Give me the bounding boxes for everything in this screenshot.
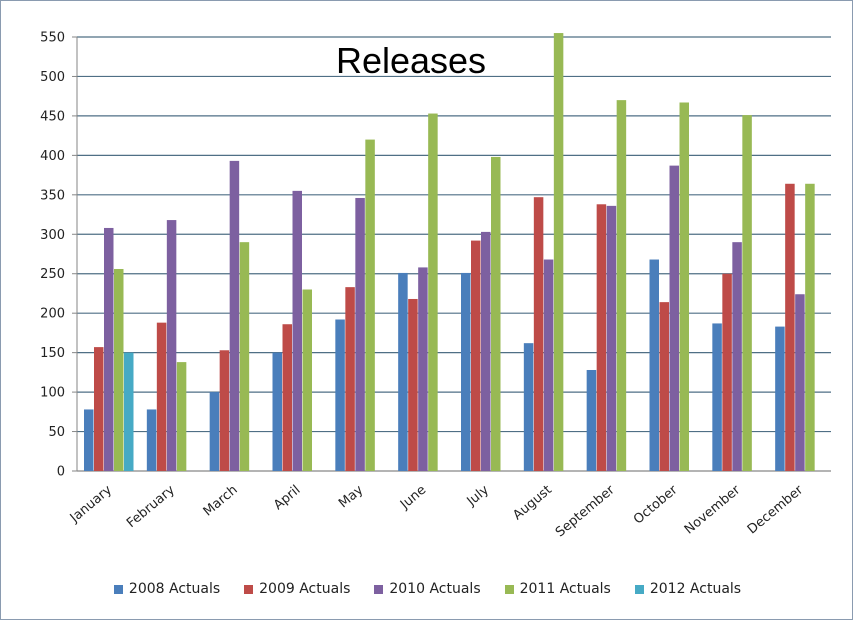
bar-2011-actuals-february [176, 362, 187, 471]
legend-label: 2010 Actuals [389, 581, 481, 597]
bar-2010-actuals-november [732, 242, 742, 471]
bar-2009-actuals-april [282, 324, 292, 471]
y-tick-label: 200 [40, 307, 65, 322]
legend-item: 2011 Actuals [504, 581, 611, 597]
bar-2008-actuals-september [586, 369, 597, 471]
y-tick-label: 250 [40, 267, 65, 282]
y-tick-label: 300 [40, 228, 65, 243]
bar-2010-actuals-september [606, 205, 617, 471]
legend-item: 2009 Actuals [244, 581, 350, 597]
bar-2008-actuals-august [523, 343, 534, 471]
bar-2008-actuals-may [335, 319, 345, 471]
gridlines [72, 36, 831, 472]
bar-2009-actuals-december [785, 183, 795, 471]
bar-2009-actuals-july [471, 240, 481, 471]
x-tick-label: December [745, 482, 807, 537]
bar-2009-actuals-november [722, 273, 732, 471]
bar-2010-actuals-december [795, 294, 805, 471]
legend: 2008 Actuals 2009 Actuals 2010 Actuals 2011… [1, 581, 854, 597]
bar-2010-actuals-august [543, 259, 554, 471]
x-tick-label: April [271, 483, 303, 514]
bar-2012-actuals-january [124, 352, 134, 471]
bar-2009-actuals-october [659, 302, 669, 471]
bar-2009-actuals-june [408, 298, 418, 471]
bar-2011-actuals-april [302, 289, 312, 471]
bar-2009-actuals-february [156, 322, 167, 471]
chart-svg: 0 50 100 150 200 250 300 350 400 450 500 550 Januar… [40, 31, 831, 540]
x-axis-labels: January February March April May June July Augu… [67, 482, 807, 540]
bars [84, 33, 815, 472]
bar-2009-actuals-march [219, 350, 230, 471]
legend-swatch [113, 584, 123, 594]
bar-2010-actuals-june [418, 267, 428, 471]
bar-2010-actuals-february [166, 220, 177, 471]
bar-2008-actuals-june [398, 272, 408, 471]
y-tick-label: 400 [40, 149, 65, 164]
bar-2011-actuals-november [742, 115, 752, 472]
bar-2010-actuals-april [292, 190, 302, 471]
y-tick-label: 100 [40, 386, 65, 401]
bar-2008-actuals-october [649, 259, 659, 471]
bar-2010-actuals-may [355, 197, 365, 471]
bar-2008-actuals-april [272, 352, 282, 471]
legend-item: 2008 Actuals [113, 581, 221, 597]
legend-swatch [374, 584, 384, 594]
bar-2009-actuals-january [94, 347, 104, 471]
y-tick-label: 150 [40, 346, 65, 361]
y-tick-label: 50 [48, 425, 65, 440]
bar-2008-actuals-february [146, 409, 157, 471]
x-tick-label: May [336, 482, 366, 511]
y-tick-label: 0 [57, 465, 65, 480]
x-tick-label: January [67, 482, 115, 526]
x-tick-label: November [682, 482, 744, 537]
y-tick-label: 550 [40, 31, 65, 46]
bar-2008-actuals-november [712, 323, 722, 471]
bar-2008-actuals-march [209, 392, 220, 471]
bar-2011-actuals-june [428, 113, 438, 472]
legend-label: 2009 Actuals [259, 581, 351, 597]
bar-2011-actuals-september [616, 100, 627, 472]
bar-2011-actuals-january [114, 268, 124, 471]
y-tick-label: 500 [40, 70, 65, 85]
bar-2009-actuals-august [533, 197, 544, 471]
bar-2011-actuals-july [491, 156, 501, 471]
x-tick-label: February [124, 482, 178, 531]
bar-2011-actuals-october [679, 102, 689, 472]
chart-title: Releases [336, 40, 486, 81]
legend-item: 2012 Actuals [634, 581, 742, 597]
legend-label: 2011 Actuals [519, 581, 611, 597]
legend-swatch [634, 584, 644, 594]
y-tick-label: 350 [40, 188, 65, 203]
bar-2011-actuals-march [239, 242, 250, 471]
y-axis-ticks: 0 50 100 150 200 250 300 350 400 450 500 550 [40, 31, 65, 480]
bar-2010-actuals-october [669, 165, 679, 471]
x-tick-label: October [631, 482, 681, 527]
bar-2008-actuals-december [775, 326, 785, 471]
legend-label: 2008 Actuals [128, 581, 221, 597]
bar-2011-actuals-august [553, 33, 564, 472]
bar-2009-actuals-may [345, 287, 355, 471]
legend-swatch [244, 584, 254, 594]
bar-2010-actuals-july [481, 231, 491, 471]
bar-2010-actuals-march [229, 160, 240, 471]
bar-2010-actuals-january [104, 227, 114, 471]
legend-label: 2012 Actuals [649, 581, 742, 597]
x-tick-label: June [397, 483, 429, 513]
x-tick-label: August [510, 483, 554, 524]
bar-2011-actuals-december [805, 183, 815, 471]
legend-swatch [504, 584, 514, 594]
x-tick-label: March [201, 483, 241, 520]
y-tick-label: 450 [40, 109, 65, 124]
x-tick-label: September [553, 482, 618, 540]
x-tick-label: July [464, 482, 493, 509]
bar-2011-actuals-may [365, 139, 375, 471]
bar-2008-actuals-january [84, 409, 94, 471]
bar-2009-actuals-september [596, 204, 607, 471]
bar-2008-actuals-july [461, 272, 471, 471]
legend-item: 2010 Actuals [374, 581, 481, 597]
